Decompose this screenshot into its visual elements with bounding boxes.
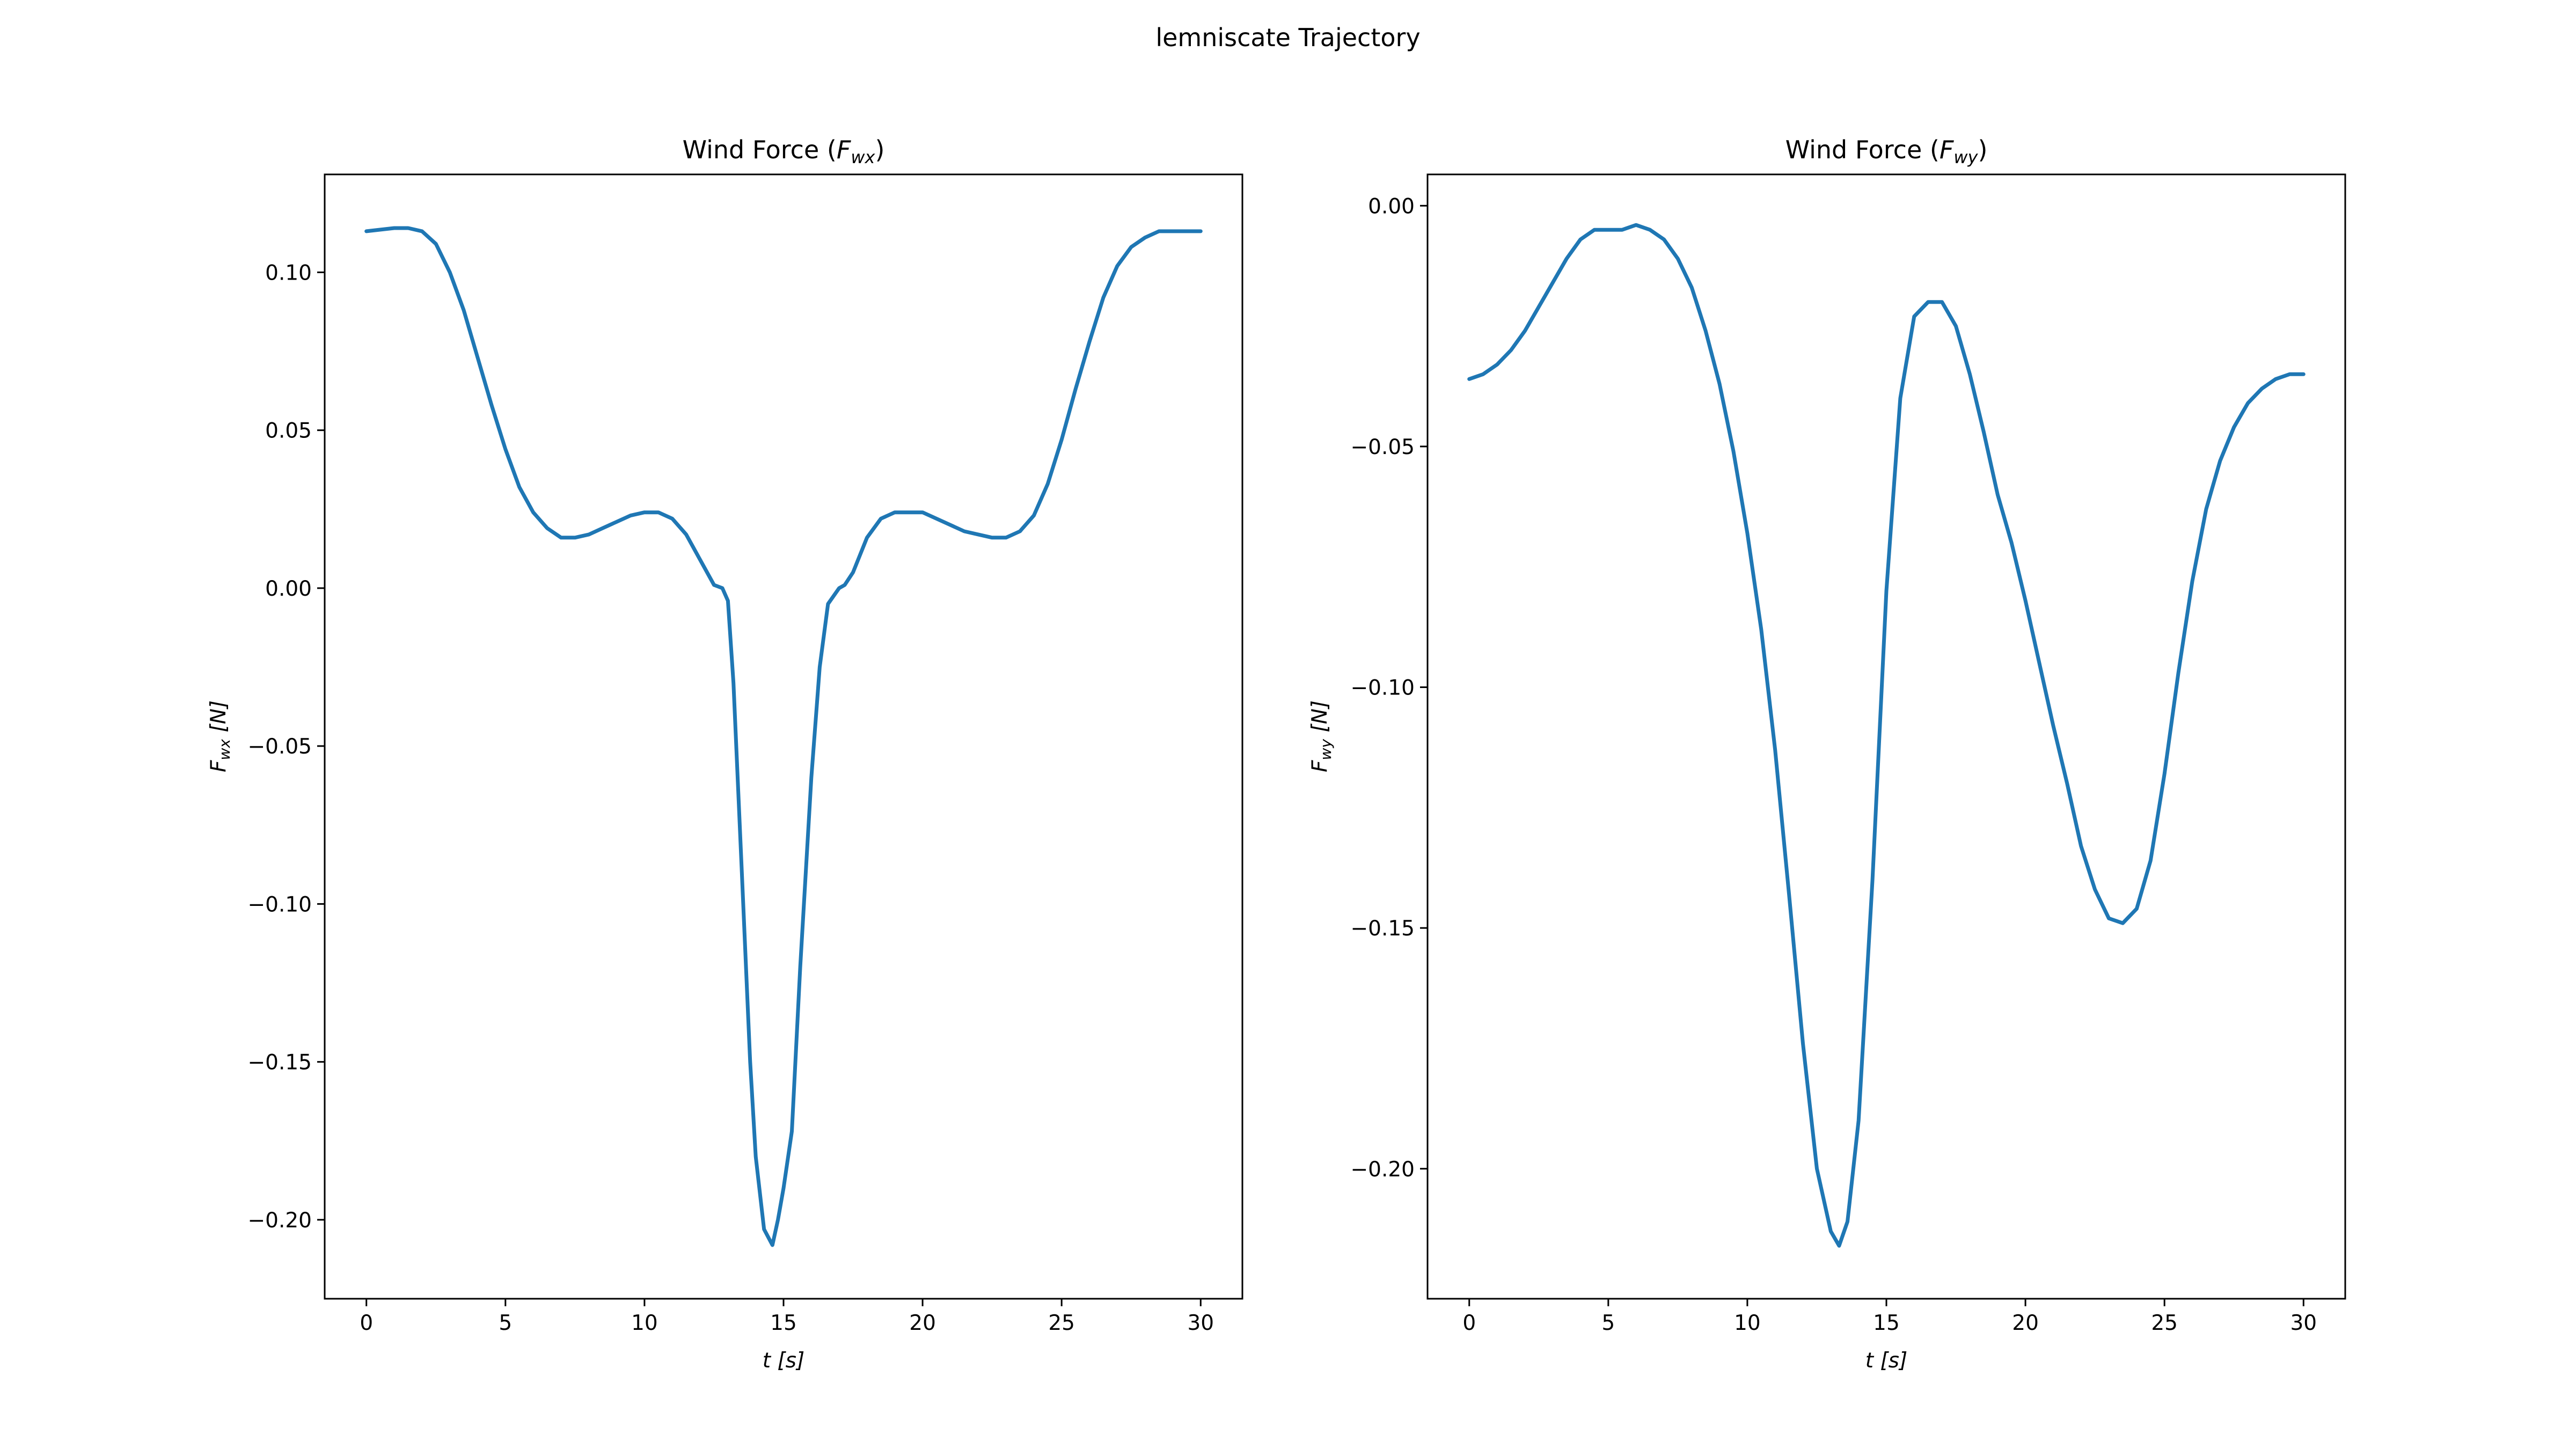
y-tick-label: −0.05 — [247, 735, 312, 759]
figure-suptitle: lemniscate Trajectory — [1155, 23, 1420, 52]
tick-group: 0 5 10 15 20 25 30 0.00 −0.05 −0.10 −0.15 −0.20 — [1350, 194, 2317, 1335]
x-tick-label: 20 — [909, 1311, 936, 1335]
x-tick-label: 15 — [1873, 1311, 1900, 1335]
y-tick-label: −0.20 — [247, 1209, 312, 1233]
y-tick-label: 0.10 — [265, 261, 312, 285]
chart-title: Wind Force (Fwx) — [683, 135, 885, 167]
x-tick-label: 15 — [770, 1311, 797, 1335]
y-tick-label: 0.00 — [265, 577, 312, 601]
tick-group: 0 5 10 15 20 25 30 0.10 0.05 0.00 −0.05 −0.10 −0.15 −… — [247, 261, 1214, 1335]
x-tick-label: 0 — [360, 1311, 373, 1335]
x-tick-label: 5 — [499, 1311, 512, 1335]
y-tick-label: 0.05 — [265, 419, 312, 443]
x-tick-label: 30 — [1187, 1311, 1214, 1335]
x-tick-label: 20 — [2012, 1311, 2039, 1335]
y-axis-label: Fwy [N] — [1308, 700, 1335, 772]
y-tick-label: −0.10 — [1350, 676, 1415, 700]
series-line — [364, 226, 1203, 1247]
axes-frame — [1426, 173, 2346, 1300]
y-tick-label: −0.15 — [1350, 917, 1415, 941]
y-tick-label: −0.20 — [1350, 1158, 1415, 1182]
y-tick-label: −0.10 — [247, 892, 312, 917]
axes-frame — [324, 173, 1243, 1300]
y-tick-label: 0.00 — [1368, 194, 1415, 218]
x-tick-label: 5 — [1601, 1311, 1615, 1335]
x-axis-label: t [s] — [763, 1349, 804, 1373]
y-axis-label: Fwx [N] — [207, 700, 233, 772]
x-tick-label: 30 — [2290, 1311, 2317, 1335]
chart-title: Wind Force (Fwy) — [1785, 135, 1988, 167]
x-tick-label: 10 — [631, 1311, 658, 1335]
chart-wind-force-y: Wind Force (Fwy) 0 5 10 15 20 25 30 0.00 −0.05 −0… — [1308, 135, 2346, 1373]
chart-wind-force-x: Wind Force (Fwx) 0 5 10 15 20 25 30 0.10 0.05 0.0… — [207, 135, 1243, 1373]
series-line — [1467, 223, 2306, 1248]
y-tick-label: −0.15 — [247, 1051, 312, 1075]
x-tick-label: 25 — [2151, 1311, 2178, 1335]
x-tick-label: 10 — [1734, 1311, 1761, 1335]
x-tick-label: 0 — [1462, 1311, 1476, 1335]
x-axis-label: t [s] — [1865, 1349, 1907, 1373]
x-tick-label: 25 — [1048, 1311, 1075, 1335]
y-tick-label: −0.05 — [1350, 435, 1415, 459]
